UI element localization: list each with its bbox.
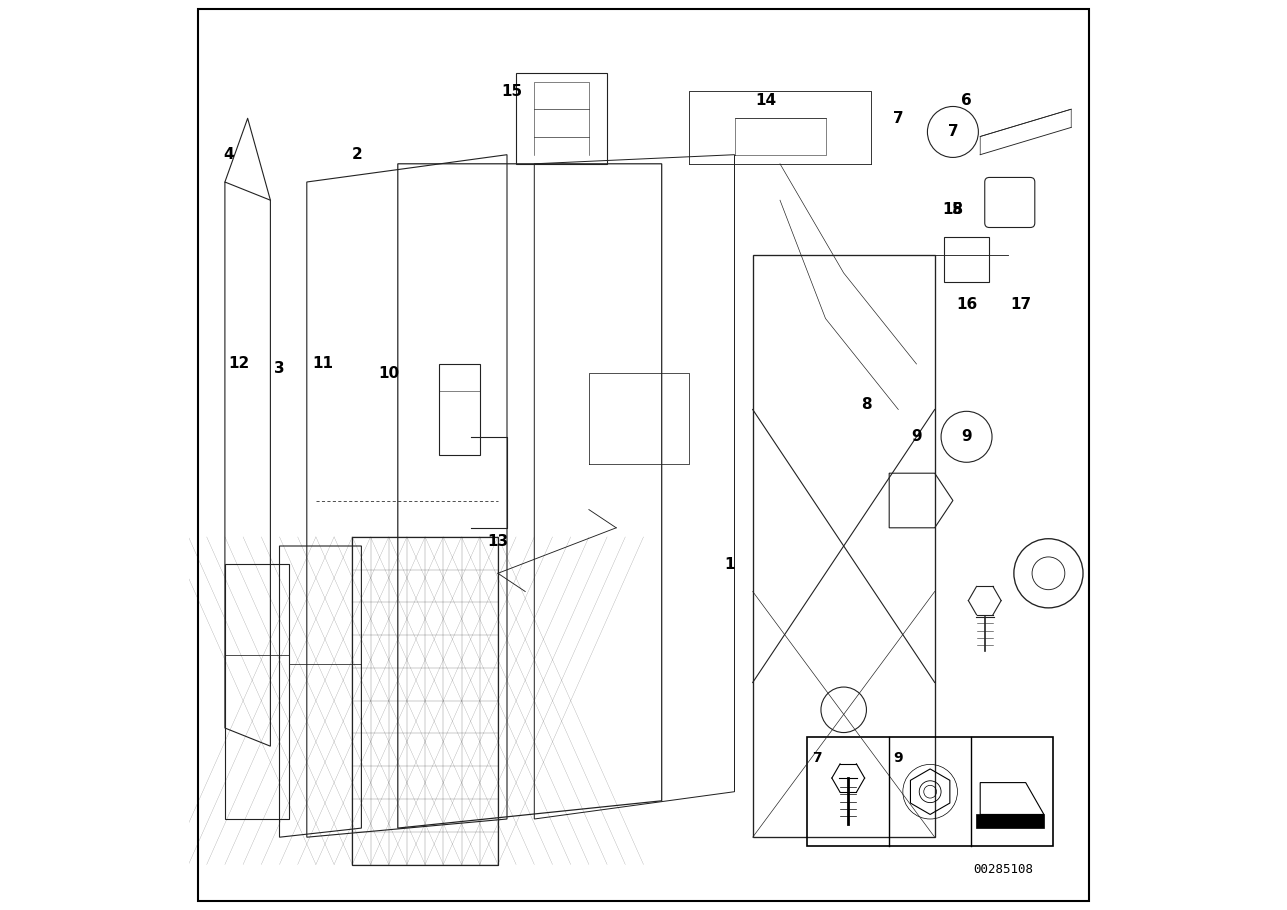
Text: 12: 12 xyxy=(228,357,250,371)
Text: 7: 7 xyxy=(947,125,959,139)
Text: 18: 18 xyxy=(942,202,964,217)
Text: 11: 11 xyxy=(313,357,333,371)
Text: 7: 7 xyxy=(812,751,821,764)
Text: 3: 3 xyxy=(274,361,284,376)
Text: 15: 15 xyxy=(501,84,523,98)
Text: 7: 7 xyxy=(893,111,903,126)
Polygon shape xyxy=(976,814,1044,828)
Text: 9: 9 xyxy=(911,430,921,444)
Text: 10: 10 xyxy=(378,366,399,380)
Text: 8: 8 xyxy=(861,398,871,412)
Text: 14: 14 xyxy=(755,93,777,107)
Text: 6: 6 xyxy=(961,93,972,107)
Text: 4: 4 xyxy=(223,147,234,162)
Text: 16: 16 xyxy=(956,298,977,312)
Text: 9: 9 xyxy=(893,751,903,764)
Text: 9: 9 xyxy=(961,430,972,444)
Text: 5: 5 xyxy=(952,202,963,217)
Text: 00285108: 00285108 xyxy=(973,863,1033,875)
Text: 2: 2 xyxy=(351,147,362,162)
Text: 1: 1 xyxy=(725,557,735,571)
Text: 17: 17 xyxy=(1010,298,1032,312)
Bar xyxy=(807,737,1053,846)
Text: 13: 13 xyxy=(488,534,508,549)
